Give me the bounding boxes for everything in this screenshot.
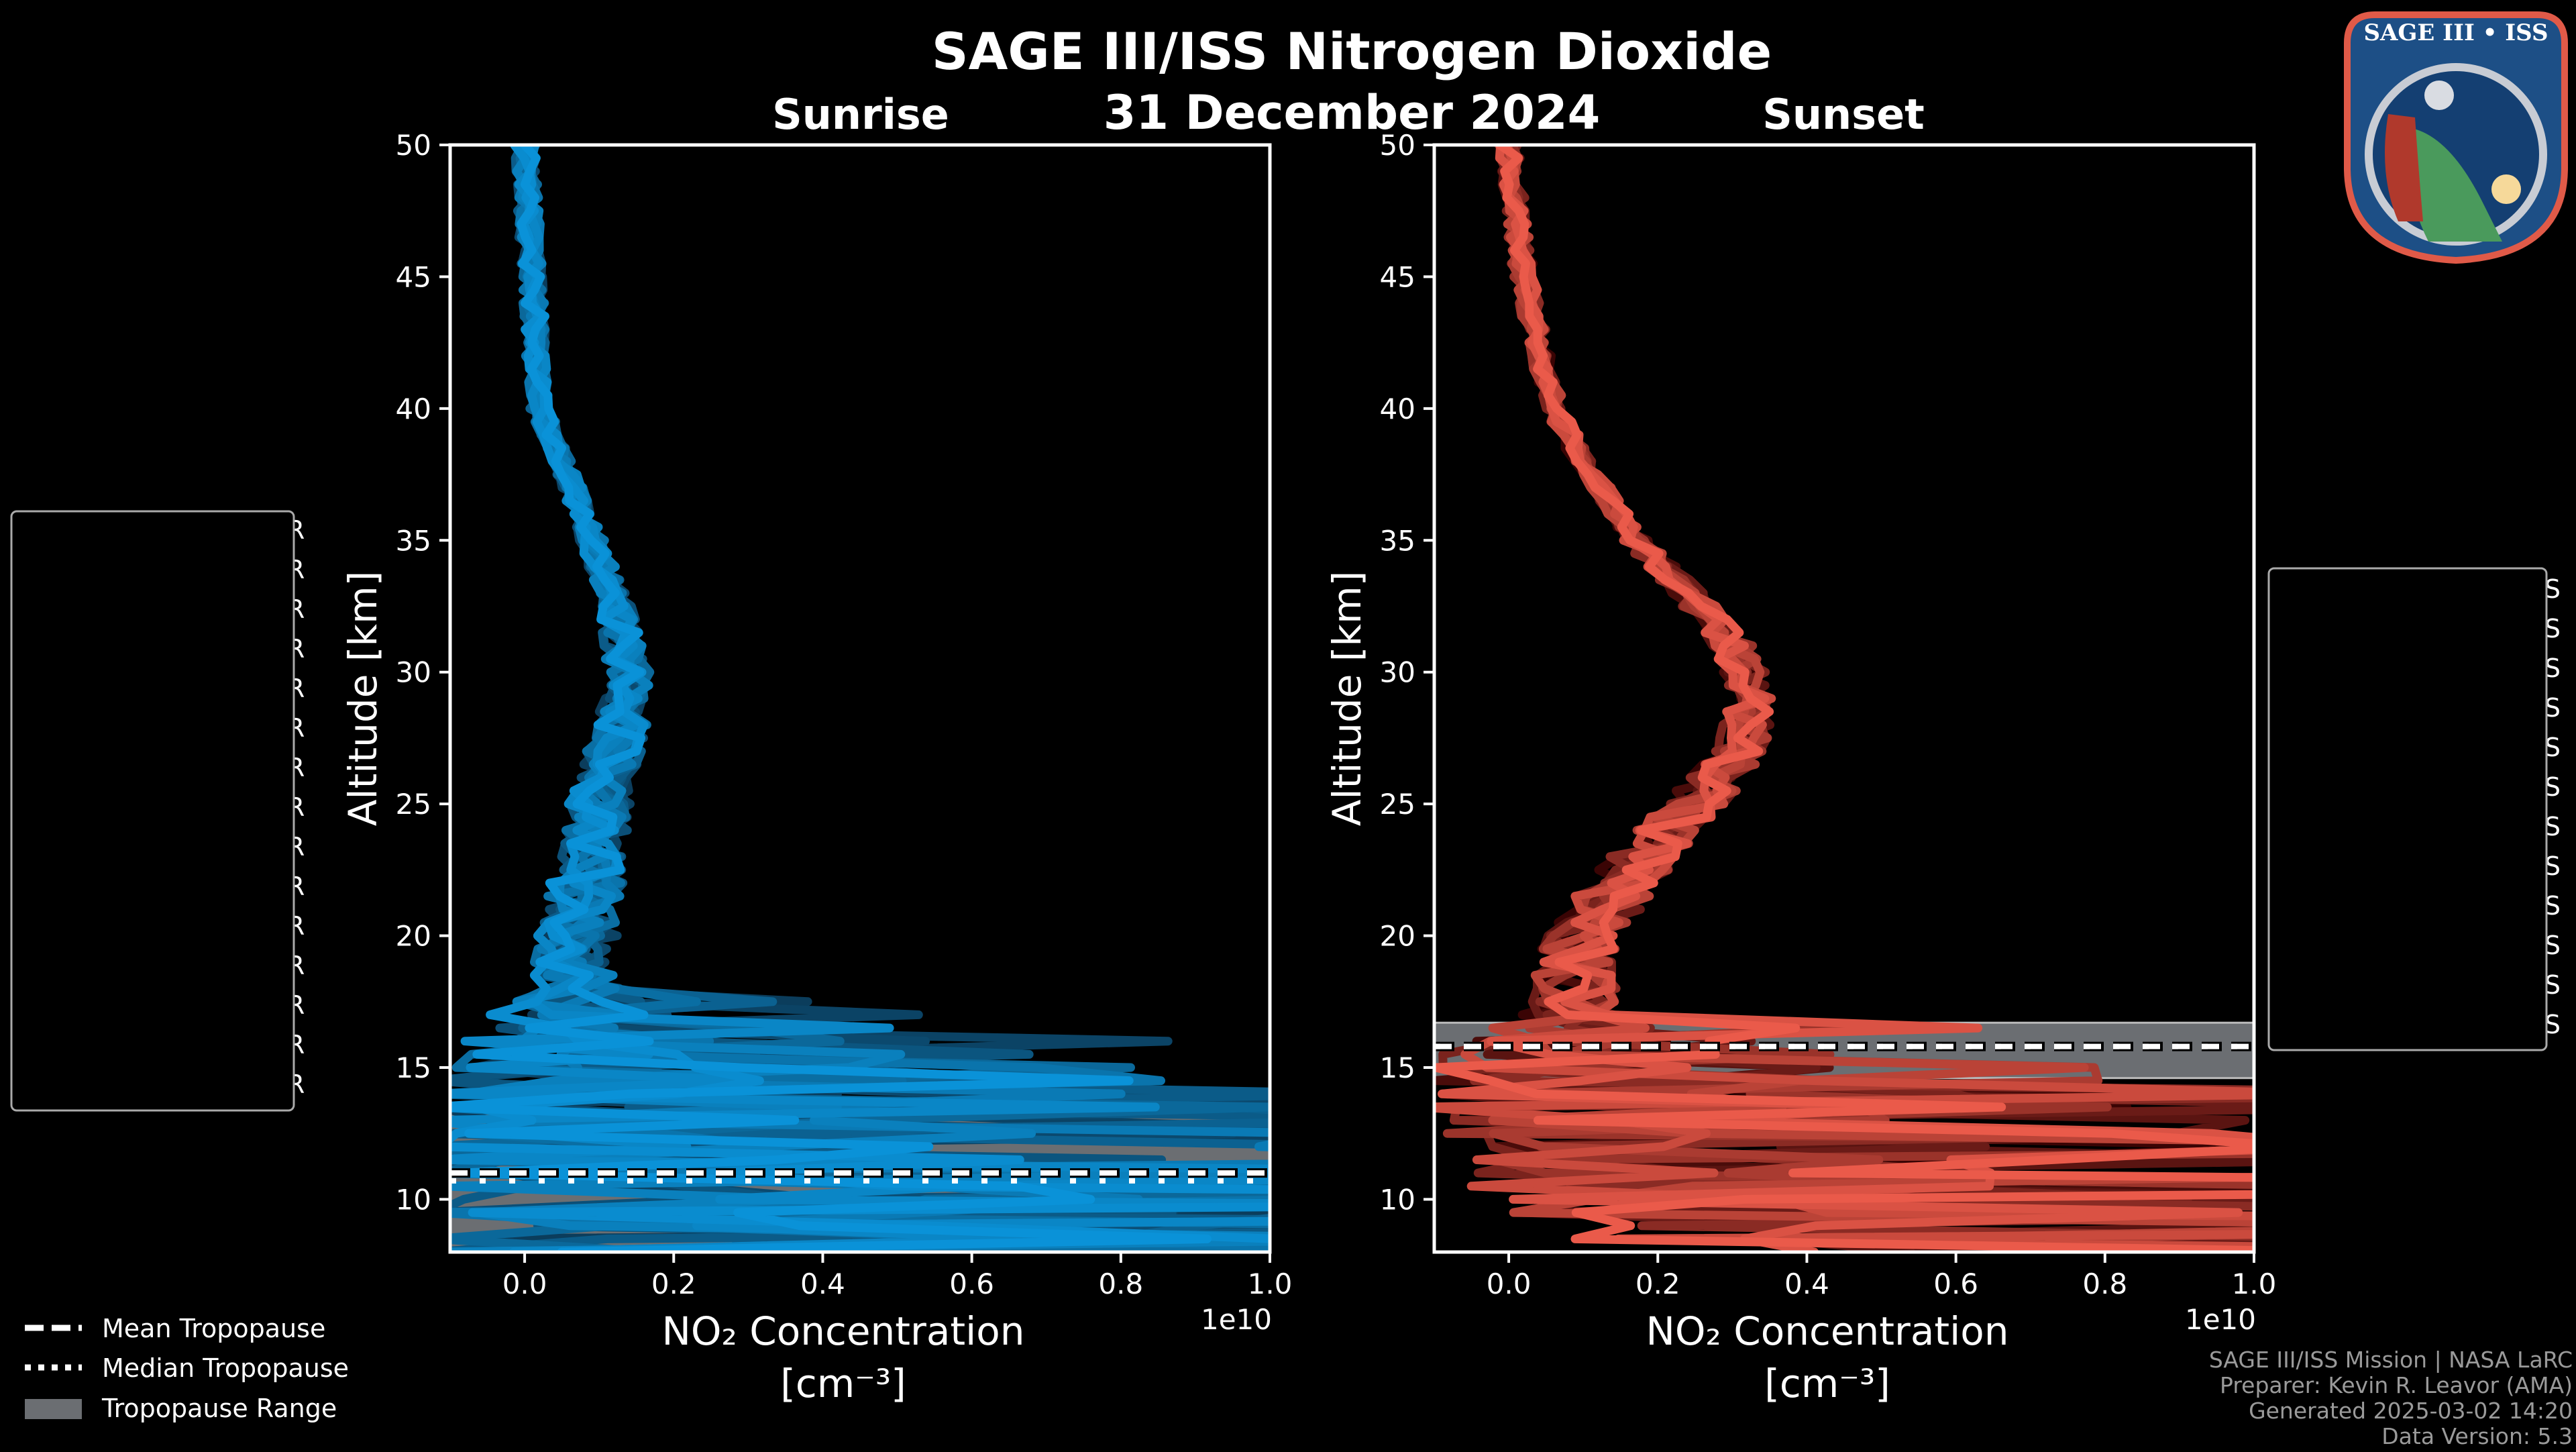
x-axis-unit: [cm⁻³] xyxy=(780,1361,906,1406)
y-tick-label: 20 xyxy=(1380,920,1415,953)
x-tick-label: 0.0 xyxy=(502,1267,547,1300)
sage-iii-iss-logo: SAGE III • ISS xyxy=(2344,11,2568,264)
y-tick-label: 40 xyxy=(1380,393,1415,425)
logo-text: SAGE III • ISS xyxy=(2363,19,2548,46)
x-tick-label: 0.6 xyxy=(949,1267,994,1300)
y-tick-label: 35 xyxy=(396,524,431,557)
y-tick-label: 25 xyxy=(396,788,431,821)
x-tick-label: 0.8 xyxy=(2082,1267,2127,1300)
x-tick-label: 1.0 xyxy=(1248,1267,1293,1300)
mean-tropopause-label: Mean Tropopause xyxy=(102,1314,325,1343)
axes-frame xyxy=(1432,143,2256,1254)
y-tick-label: 40 xyxy=(396,393,431,425)
footer-line: SAGE III/ISS Mission | NASA LaRC xyxy=(2209,1347,2573,1373)
x-tick-label: 0.6 xyxy=(1933,1267,1978,1300)
y-tick-label: 10 xyxy=(1380,1183,1415,1216)
y-tick-label: 15 xyxy=(396,1051,431,1084)
x-tick-label: 0.0 xyxy=(1487,1267,1532,1300)
tropopause-range-swatch xyxy=(25,1399,82,1419)
y-tick-label: 45 xyxy=(1380,260,1415,293)
figure-date: 31 December 2024 xyxy=(1104,85,1601,140)
plot-area xyxy=(450,145,1270,1252)
figure-title: SAGE III/ISS Nitrogen Dioxide xyxy=(932,21,1772,81)
sunrise-legend xyxy=(10,510,295,1112)
y-tick-label: 35 xyxy=(1380,524,1415,557)
sunrise-panel-title: Sunrise xyxy=(772,90,949,139)
y-axis-label: Altitude [km] xyxy=(340,571,386,826)
x-axis-unit: [cm⁻³] xyxy=(1764,1361,1890,1406)
y-tick-label: 30 xyxy=(1380,656,1415,689)
plot-area xyxy=(1434,145,2254,1252)
x-tick-label: 0.2 xyxy=(1635,1267,1680,1300)
legend-frame xyxy=(2267,567,2548,1051)
y-tick-label: 30 xyxy=(396,656,431,689)
x-tick-label: 0.4 xyxy=(1784,1267,1829,1300)
x-tick-label: 0.4 xyxy=(800,1267,845,1300)
y-tick-label: 45 xyxy=(396,260,431,293)
median-tropopause-label: Median Tropopause xyxy=(102,1353,349,1383)
y-tick-label: 50 xyxy=(396,129,431,162)
sunset-legend xyxy=(2267,567,2548,1051)
x-tick-label: 0.8 xyxy=(1098,1267,1143,1300)
profile-line-2024123136SS xyxy=(1434,145,2254,1252)
legend-frame xyxy=(10,510,295,1112)
tropopause-range-label: Tropopause Range xyxy=(101,1394,337,1423)
x-axis-multiplier: 1e10 xyxy=(2185,1303,2256,1336)
y-tick-label: 20 xyxy=(396,920,431,953)
y-tick-label: 10 xyxy=(396,1183,431,1216)
x-axis-multiplier: 1e10 xyxy=(1201,1303,1272,1336)
y-tick-label: 50 xyxy=(1380,129,1415,162)
tropopause-legend: Mean Tropopause Median Tropopause Tropop… xyxy=(25,1314,349,1423)
x-axis-label: NO₂ Concentration xyxy=(661,1308,1024,1354)
sunset-panel-title: Sunset xyxy=(1762,90,1925,139)
y-axis-label: Altitude [km] xyxy=(1324,571,1370,826)
x-axis-label: NO₂ Concentration xyxy=(1646,1308,2008,1354)
axes-frame xyxy=(448,143,1272,1254)
y-tick-label: 15 xyxy=(1380,1051,1415,1084)
profile-line-2024123146SR xyxy=(450,145,1212,1252)
footer-line: Preparer: Kevin R. Leavor (AMA) xyxy=(2220,1372,2573,1398)
y-tick-label: 25 xyxy=(1380,788,1415,821)
x-tick-label: 0.2 xyxy=(651,1267,696,1300)
x-tick-label: 1.0 xyxy=(2232,1267,2277,1300)
footer-line: Generated 2025-03-02 14:20 xyxy=(2249,1398,2573,1424)
footer-credits: SAGE III/ISS Mission | NASA LaRC Prepare… xyxy=(2209,1347,2573,1449)
footer-line: Data Version: 5.3 xyxy=(2381,1423,2573,1449)
